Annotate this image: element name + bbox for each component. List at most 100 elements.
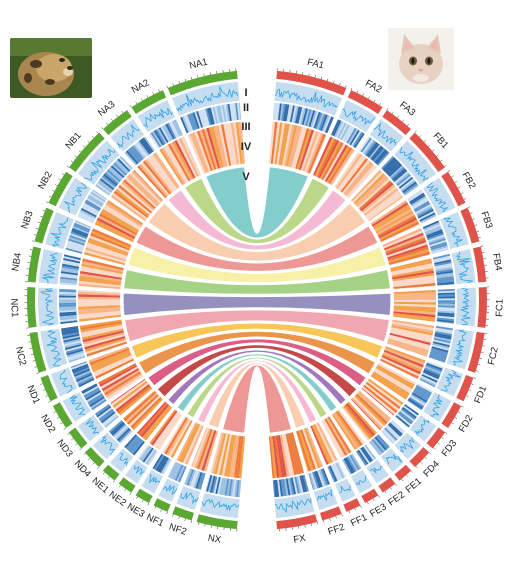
ideogram-tick — [310, 523, 312, 527]
track-iii-cell — [196, 111, 204, 128]
track-iii-cell — [68, 236, 86, 244]
track-iv-cell — [233, 122, 241, 165]
track-iii-cell — [220, 105, 225, 123]
track-iii-cell — [430, 243, 448, 251]
track-ii-line-fb3 — [443, 217, 463, 247]
ideogram-tick — [34, 366, 37, 368]
track-iii-cell — [433, 255, 451, 262]
track-iii-cell — [113, 162, 127, 176]
track-iii-cell — [436, 272, 454, 277]
track-iv-cell — [146, 157, 175, 193]
track-iv-cell — [86, 242, 128, 258]
track-ii-line-fa2 — [342, 108, 376, 126]
ideogram-tick — [373, 99, 376, 103]
track-iv-cell — [203, 128, 219, 170]
track-iv-cell — [336, 410, 363, 446]
track-iii-cell — [210, 107, 217, 124]
track-iii-cell — [386, 425, 401, 439]
chromosome-label-fx: FX — [293, 533, 308, 546]
track-iii-cell — [395, 415, 410, 428]
track-iii-cell — [167, 461, 178, 478]
track-iii-cell — [401, 181, 417, 194]
track-ii-line-fb4 — [455, 251, 473, 284]
track-iii-cell — [397, 412, 413, 425]
ideogram-tick — [140, 98, 143, 101]
track-iii-cell — [109, 166, 124, 180]
track-iii-cell — [403, 182, 418, 195]
track-iii-cell — [297, 475, 304, 493]
track-iv-cell — [270, 436, 277, 479]
track-iii-cell — [393, 169, 408, 183]
ideogram-tick — [402, 119, 405, 122]
track-iii-cell — [315, 112, 323, 130]
track-iii-cell — [178, 466, 187, 483]
track-iv-cell — [228, 122, 237, 165]
track-iii-cell — [434, 331, 453, 336]
track-iv-cell — [328, 147, 353, 184]
track-iii-cell — [434, 263, 452, 269]
ideogram-tick — [479, 357, 482, 360]
track-ii-bg-nd3 — [77, 415, 105, 442]
track-ii-line-fd2 — [430, 394, 443, 417]
ideogram-tick — [354, 508, 356, 511]
track-iv-cell — [210, 432, 223, 474]
ideogram-tick — [160, 509, 162, 512]
track-iii-cell — [60, 274, 78, 279]
track-iii-cell — [275, 479, 280, 497]
track-iii-cell — [85, 199, 102, 210]
track-iv-cell — [113, 190, 149, 218]
track-iii-cell — [228, 479, 233, 497]
track-iv-cell — [372, 204, 410, 229]
track-iii-cell — [437, 301, 455, 305]
track-iv-cell — [235, 122, 243, 164]
track-iv-cell — [100, 366, 139, 389]
track-iii-cell — [116, 427, 131, 442]
ideogram-tick — [433, 447, 436, 450]
track-iii-cell — [174, 464, 184, 481]
track-iv-cell — [166, 418, 190, 456]
track-iv-cell — [361, 184, 396, 213]
track-iv-cell — [339, 156, 367, 192]
track-iv-cell — [293, 127, 307, 169]
track-iv-cell — [389, 254, 431, 266]
track-iii-cell — [437, 308, 455, 312]
track-iii-cell — [59, 311, 77, 315]
track-iii-cell — [59, 297, 77, 300]
track-iii-cell — [205, 474, 211, 492]
track-iii-cell — [399, 178, 415, 191]
track-iv-cell — [376, 212, 415, 236]
track-iii-cell — [351, 453, 362, 470]
track-iii-cell — [277, 103, 282, 121]
ideogram-tick — [466, 395, 469, 397]
track-iii-cell — [429, 353, 447, 360]
track-iii-cell — [233, 103, 237, 121]
track-iii-cell — [65, 347, 83, 354]
track-iii-cell — [321, 115, 330, 132]
track-iv-cell — [90, 230, 131, 249]
ideogram-tick — [436, 154, 439, 157]
ideogram-tick — [42, 209, 46, 212]
synteny-link-nc2 — [123, 309, 391, 343]
track-iv-cell — [99, 364, 138, 387]
track-iii-cell — [150, 132, 162, 148]
ideogram-tick — [454, 416, 458, 419]
track-iii-cell — [110, 165, 125, 179]
chromosome-label-nb2: NB2 — [36, 170, 55, 192]
ideogram-tick — [198, 522, 200, 526]
track-iii-cell — [78, 378, 95, 388]
track-iii-cell — [436, 274, 454, 279]
track-iii-cell — [384, 159, 399, 174]
track-iii-cell — [390, 421, 405, 435]
ideogram-tick — [304, 524, 306, 528]
track-iii-cell — [66, 350, 84, 358]
track-iv-cell — [360, 182, 394, 212]
track-iii-cell — [294, 476, 300, 494]
track-iii-cell — [277, 479, 281, 497]
ideogram-tick — [66, 165, 70, 168]
ideogram-tick — [97, 466, 100, 470]
chromosome-ideogram-fb1 — [409, 132, 445, 173]
track-iii-cell — [60, 271, 78, 276]
chromosome-ideogram-fe3 — [361, 488, 379, 504]
track-ii-line-fe1 — [385, 454, 403, 465]
track-iii-cell — [351, 130, 362, 147]
